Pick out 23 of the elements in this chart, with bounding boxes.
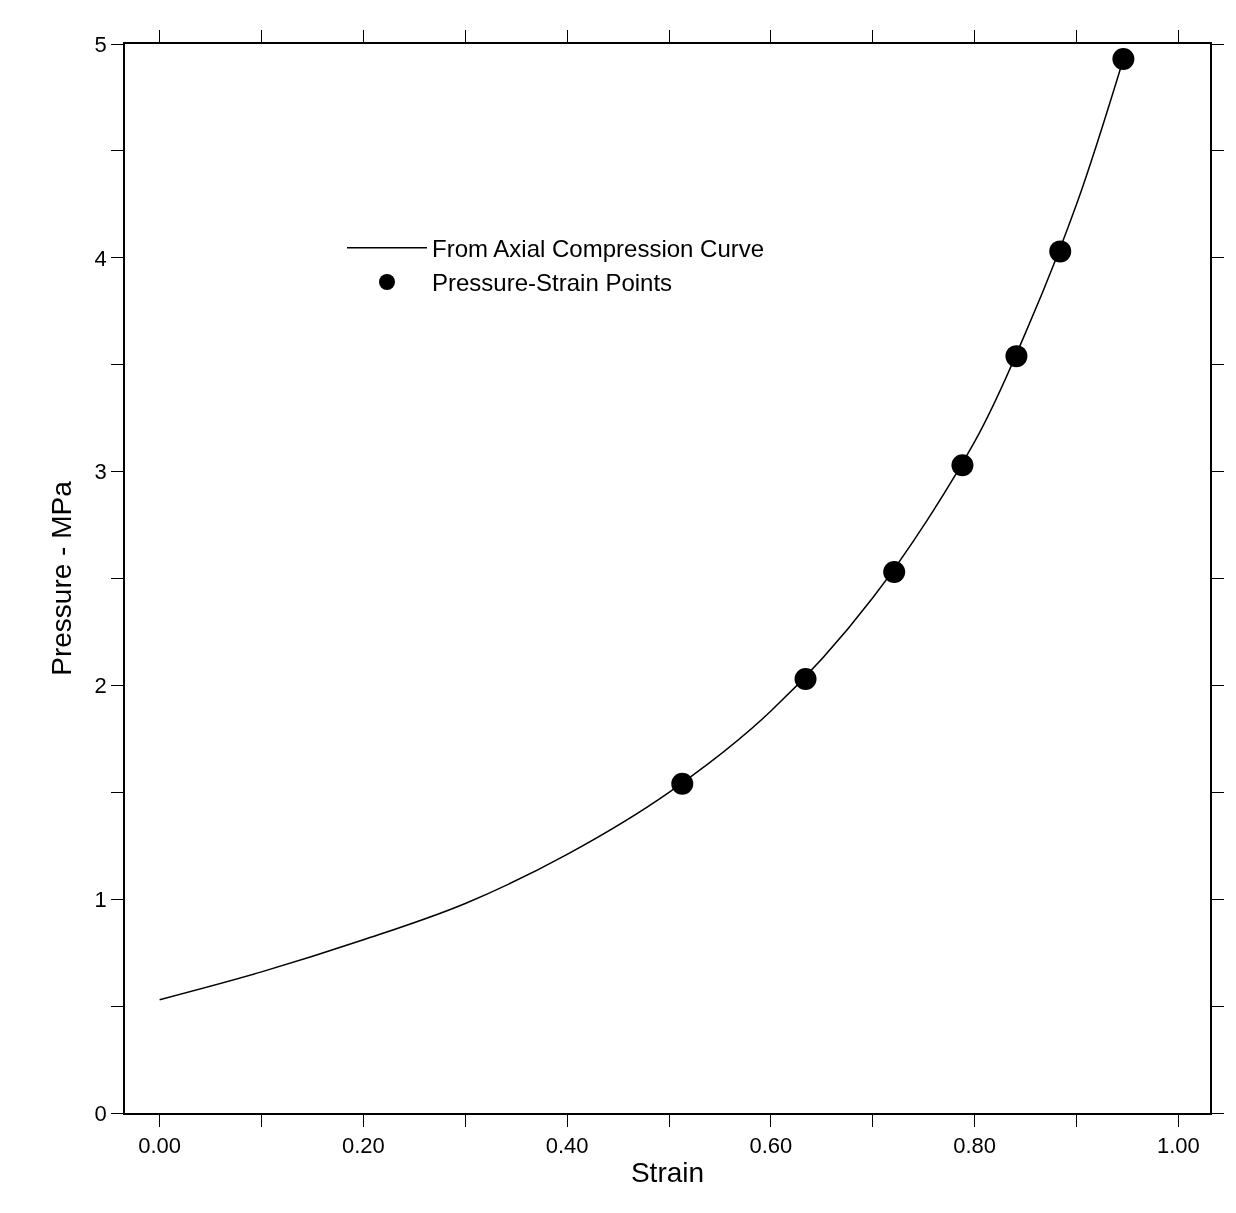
point [951, 454, 974, 477]
y-tick-label: 1 [94, 886, 107, 912]
x-axis-title: Strain [630, 1156, 705, 1188]
y-tick-label: 4 [94, 245, 107, 271]
y-axis-title: Pressure - MPa [45, 480, 77, 676]
point [1112, 47, 1135, 70]
legend-label: Pressure-Strain Points [432, 269, 673, 297]
y-tick-label: 5 [94, 31, 107, 57]
point [1049, 240, 1072, 263]
y-tick-label: 3 [94, 459, 107, 485]
point [794, 667, 817, 690]
x-tick-label: 0.20 [341, 1133, 385, 1159]
point [671, 772, 694, 795]
y-tick-label: 2 [94, 673, 107, 699]
x-tick-label: 0.00 [138, 1133, 182, 1159]
point [1005, 345, 1028, 368]
x-tick-label: 0.60 [749, 1133, 793, 1159]
x-tick-label: 0.40 [545, 1133, 589, 1159]
legend-label: From Axial Compression Curve [432, 235, 765, 263]
x-tick-label: 0.80 [953, 1133, 997, 1159]
x-tick-label: 1.00 [1157, 1133, 1200, 1159]
point [883, 561, 906, 584]
y-tick-label: 0 [94, 1100, 107, 1126]
